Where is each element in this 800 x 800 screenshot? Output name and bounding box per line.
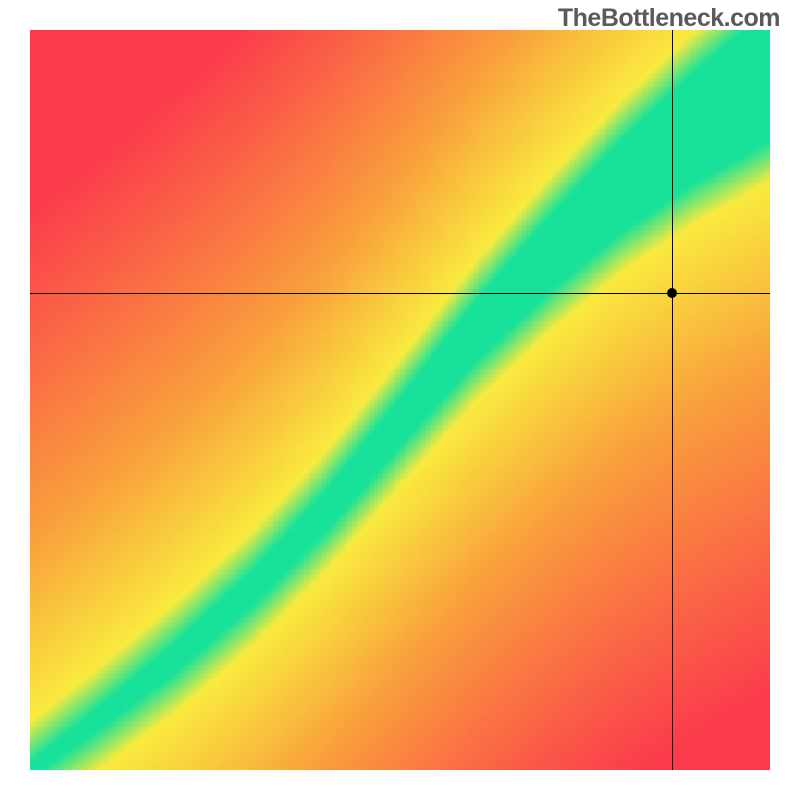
heatmap-canvas <box>30 30 770 770</box>
watermark-text: TheBottleneck.com <box>558 4 780 33</box>
chart-container: TheBottleneck.com <box>0 0 800 800</box>
plot-area <box>30 30 770 770</box>
